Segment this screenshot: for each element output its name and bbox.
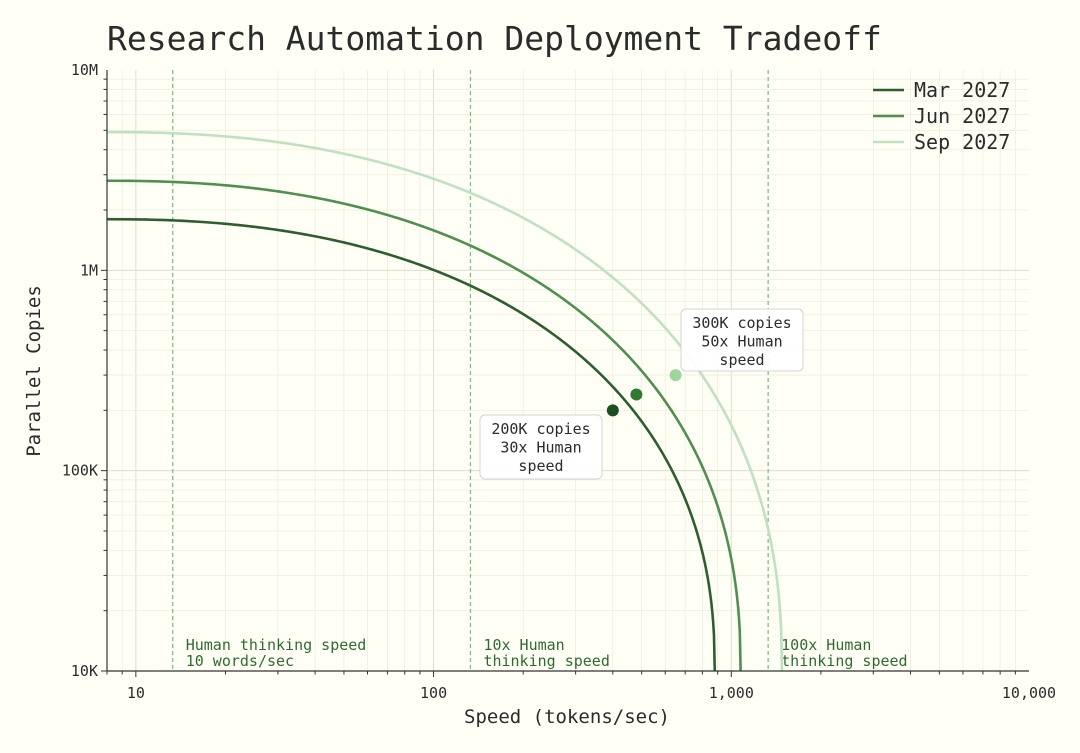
y-tick-label: 100K	[62, 462, 98, 480]
series-line	[106, 179, 742, 672]
y-axis-label: Parallel Copies	[23, 285, 45, 457]
x-tick-label: 1,000	[709, 684, 754, 702]
chart-title: Research Automation Deployment Tradeoff	[107, 19, 882, 58]
x-tick-label: 10,000	[1002, 684, 1056, 702]
callout-text: 50x Human	[701, 333, 782, 351]
series-marker	[669, 369, 682, 382]
grid	[106, 70, 1029, 672]
x-tick-label: 100	[420, 684, 447, 702]
reference-line-label: 10 words/sec	[186, 652, 294, 670]
callout-text: speed	[719, 351, 764, 369]
callout-box	[680, 308, 804, 372]
callout-text: 300K copies	[692, 314, 791, 332]
y-tick-label: 10K	[71, 662, 98, 680]
x-tick-label: 10	[127, 684, 145, 702]
series-line	[106, 217, 717, 672]
reference-line-label: 10x Human	[483, 636, 564, 654]
callout-text: 30x Human	[500, 439, 581, 457]
y-tick-label: 1M	[80, 261, 98, 279]
legend-label: Mar 2027	[914, 78, 1010, 102]
callout-text: speed	[518, 457, 563, 475]
reference-line-label: thinking speed	[781, 652, 907, 670]
legend-label: Jun 2027	[914, 104, 1010, 128]
series-markers	[606, 369, 682, 417]
reference-line-label: Human thinking speed	[186, 636, 367, 654]
legend-label: Sep 2027	[914, 130, 1010, 154]
callout-text: 200K copies	[491, 420, 590, 438]
callout-box	[479, 414, 603, 480]
x-axis-label: Speed (tokens/sec)	[464, 706, 670, 728]
series-line	[106, 130, 784, 672]
reference-line-label: 100x Human	[781, 636, 871, 654]
series-marker	[630, 388, 643, 401]
axes: 10 100 1,000 10,000 10K 100K 1M 10M	[62, 61, 1056, 702]
reference-line-label: thinking speed	[483, 652, 609, 670]
series-marker	[606, 404, 619, 417]
series-lines	[106, 130, 784, 672]
y-tick-label: 10M	[71, 61, 98, 79]
